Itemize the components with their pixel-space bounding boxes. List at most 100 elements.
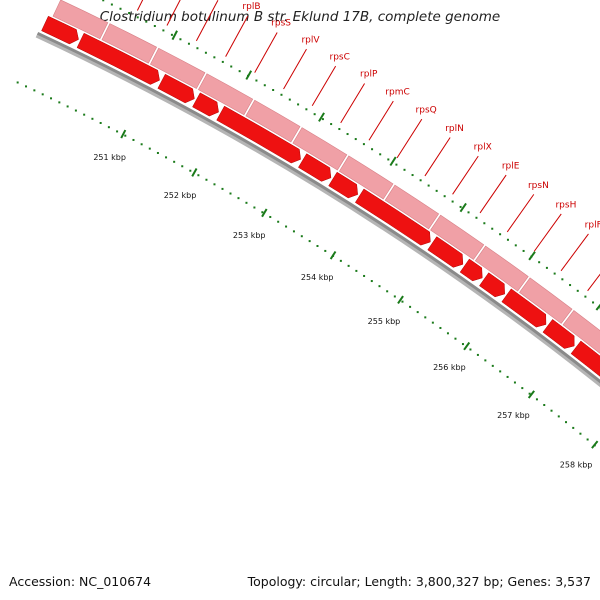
gene-label-rplB: rplB — [242, 2, 260, 12]
tick-dot-outer — [569, 284, 572, 287]
tick-dot-outer — [491, 227, 494, 230]
gene-arrow — [76, 32, 160, 85]
gene-track-inner — [41, 15, 600, 377]
tick-dot-inner — [300, 235, 303, 238]
gene-labels: rpsJrplCrplDrplWrplBrpsSrplVrpsCrplPrpmC… — [242, 2, 600, 230]
tick-dot-inner — [401, 300, 404, 303]
tick-dot-outer — [451, 200, 454, 203]
tick-dot-outer — [187, 42, 190, 45]
gene-arrow — [459, 258, 483, 282]
tick-dot-outer — [145, 20, 148, 23]
topology-text: Topology: circular; Length: 3,800,327 bp… — [247, 574, 591, 589]
leader-line — [587, 273, 600, 292]
tick-dot-outer — [338, 128, 341, 131]
gene-block-outer — [474, 245, 529, 292]
leader-line — [533, 213, 562, 252]
tick-dot-inner — [476, 353, 479, 356]
tick-dot-outer — [238, 70, 241, 73]
tick-dot-outer — [522, 249, 525, 252]
leader-line — [560, 233, 589, 272]
tick-dot-inner — [91, 117, 94, 120]
tick-dot-inner — [50, 97, 53, 100]
leader-line — [424, 137, 451, 177]
major-tick — [329, 250, 337, 260]
tick-dot-outer — [170, 33, 173, 36]
tick-dot-outer — [411, 174, 414, 177]
tick-dot-outer — [435, 189, 438, 192]
tick-dot-inner — [370, 280, 373, 283]
tick-dot-outer — [255, 79, 258, 82]
tick-dot-inner — [316, 244, 319, 247]
kbp-label: 253 kbp — [233, 231, 266, 240]
major-tick-outer — [595, 303, 600, 311]
tick-dot-inner — [253, 206, 256, 209]
gene-block-outer — [384, 184, 440, 230]
tick-dot-inner — [205, 178, 208, 181]
tick-dot-inner — [409, 305, 412, 308]
tick-dot-outer — [213, 56, 216, 59]
tick-dot-inner — [156, 151, 159, 154]
tick-dot-inner — [586, 438, 589, 441]
tick-dot-inner — [261, 211, 264, 214]
gene-label-rpsN: rpsN — [528, 181, 549, 191]
tick-dot-outer — [561, 278, 564, 281]
tick-dot-outer — [403, 168, 406, 171]
gene-arrow — [501, 288, 547, 328]
tick-dot-outer — [514, 244, 517, 247]
tick-dot-outer — [330, 123, 333, 126]
tick-dot-outer — [119, 7, 122, 10]
tick-dot-inner — [393, 295, 396, 298]
tick-dot-outer — [288, 98, 291, 101]
tick-dot-inner — [132, 138, 135, 141]
tick-dot-outer — [538, 261, 541, 264]
tick-dot-outer — [362, 143, 365, 146]
tick-dot-inner — [277, 220, 280, 223]
gene-arrow — [328, 171, 358, 199]
tick-dot-outer — [196, 47, 199, 50]
tick-dot-inner — [491, 364, 494, 367]
accession-text: Accession: NC_010674 — [9, 574, 152, 589]
tick-dot-inner — [469, 348, 472, 351]
gene-label-rpsH: rpsH — [555, 200, 576, 210]
gene-block-outer — [338, 155, 394, 200]
gene-label-rplE: rplE — [502, 161, 520, 171]
tick-dot-inner — [506, 375, 509, 378]
kbp-label: 255 kbp — [368, 317, 401, 326]
tick-dot-inner — [454, 337, 457, 340]
gene-label-rpsC: rpsC — [330, 52, 350, 62]
major-tick — [120, 129, 127, 139]
kbp-labels: 251 kbp 252 kbp 253 kbp 254 kbp 255 kbp 256 k… — [93, 153, 592, 469]
gene-block-outer — [562, 310, 600, 354]
tick-dot-inner — [33, 89, 36, 92]
gene-label-rplP: rplP — [360, 70, 378, 80]
tick-dot-inner — [308, 240, 311, 243]
tick-dot-inner — [83, 113, 86, 116]
gene-label-rplF: rplF — [585, 220, 600, 230]
tick-dot-inner — [66, 105, 69, 108]
tick-dot-inner — [416, 311, 419, 314]
kbp-label: 257 kbp — [497, 411, 530, 420]
tick-dot-outer — [354, 138, 357, 141]
tick-dot-outer — [221, 60, 224, 63]
leader-line — [283, 48, 307, 90]
tick-dot-inner — [424, 316, 427, 319]
major-tick-outer — [171, 30, 178, 41]
tick-dot-outer — [280, 93, 283, 96]
gene-block-outer — [149, 47, 206, 89]
tick-dot-inner — [461, 343, 464, 346]
gene-label-rpmC: rpmC — [385, 87, 409, 97]
gene-arrow — [479, 272, 505, 298]
gene-block-outer — [519, 277, 573, 324]
tick-dot-outer — [592, 301, 595, 304]
tick-dot-inner — [528, 392, 531, 395]
leader-line — [452, 155, 479, 195]
gene-block-outer — [101, 23, 158, 64]
tick-dot-inner — [292, 230, 295, 233]
tick-dot-outer — [371, 148, 374, 151]
tick-dot-outer — [204, 51, 207, 54]
leader-line — [311, 65, 337, 107]
tick-dot-outer — [475, 216, 478, 219]
tick-dot-inner — [148, 147, 151, 150]
kbp-label: 252 kbp — [164, 191, 197, 200]
